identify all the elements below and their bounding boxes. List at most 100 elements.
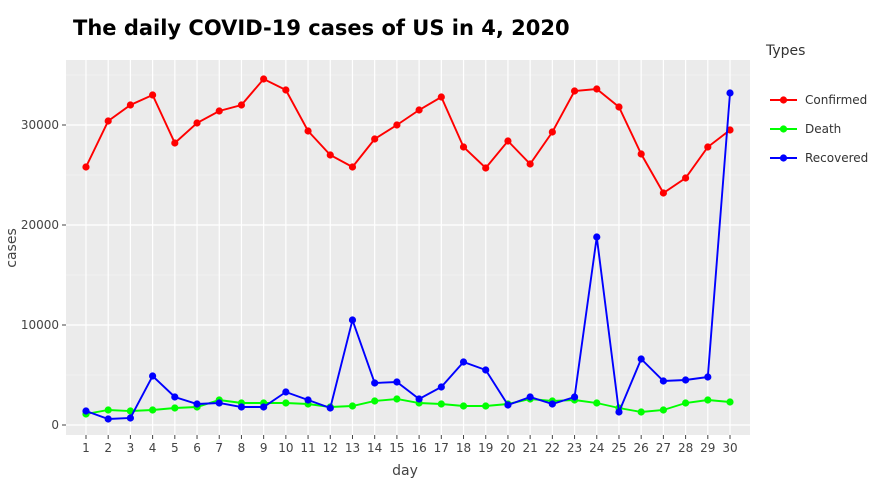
x-tick-label: 14 [367, 441, 382, 455]
data-point[interactable] [704, 143, 712, 151]
data-point[interactable] [704, 373, 712, 381]
y-tick-label: 30000 [21, 118, 59, 132]
data-point[interactable] [193, 119, 201, 127]
data-point[interactable] [348, 402, 357, 410]
x-tick-label: 10 [278, 441, 293, 455]
data-point[interactable] [415, 106, 423, 114]
data-point[interactable] [593, 85, 601, 93]
x-tick-label: 19 [478, 441, 493, 455]
data-point[interactable] [593, 233, 601, 241]
data-point[interactable] [104, 406, 112, 414]
data-point[interactable] [637, 150, 645, 158]
legend-label: Recovered [805, 151, 868, 165]
data-point[interactable] [237, 101, 246, 109]
data-point[interactable] [504, 137, 512, 145]
data-point[interactable] [726, 89, 734, 97]
data-point[interactable] [681, 399, 690, 407]
x-tick-label: 5 [171, 441, 179, 455]
data-point[interactable] [704, 396, 712, 404]
data-point[interactable] [371, 135, 379, 143]
data-point[interactable] [570, 87, 579, 95]
data-point[interactable] [371, 379, 379, 387]
data-point[interactable] [171, 404, 179, 412]
data-point[interactable] [615, 408, 623, 416]
data-point[interactable] [615, 103, 623, 111]
data-point[interactable] [82, 407, 90, 415]
data-point[interactable] [482, 164, 490, 172]
data-point[interactable] [570, 393, 579, 401]
data-point[interactable] [126, 101, 135, 109]
data-point[interactable] [393, 378, 401, 386]
data-point[interactable] [659, 377, 667, 385]
data-point[interactable] [304, 396, 312, 404]
x-tick-label: 29 [700, 441, 715, 455]
legend[interactable]: Types Confirmed Death Recovered [765, 43, 868, 165]
data-point[interactable] [393, 121, 401, 129]
legend-marker [779, 154, 788, 162]
x-tick-label: 17 [434, 441, 449, 455]
data-point[interactable] [126, 414, 135, 422]
data-point[interactable] [82, 163, 90, 171]
data-point[interactable] [437, 400, 445, 408]
data-point[interactable] [282, 86, 290, 94]
data-point[interactable] [637, 355, 645, 363]
data-point[interactable] [282, 388, 290, 396]
data-point[interactable] [726, 398, 734, 406]
data-point[interactable] [504, 401, 512, 409]
data-point[interactable] [348, 163, 357, 171]
data-point[interactable] [171, 393, 179, 401]
data-point[interactable] [149, 372, 157, 380]
data-point[interactable] [482, 402, 490, 410]
data-point[interactable] [171, 139, 179, 147]
data-point[interactable] [104, 117, 112, 125]
data-point[interactable] [215, 399, 223, 407]
y-axis-ticks: 0 10000 20000 30000 [21, 118, 66, 432]
data-point[interactable] [237, 403, 246, 411]
x-tick-label: 12 [323, 441, 338, 455]
data-point[interactable] [326, 151, 334, 159]
data-point[interactable] [304, 127, 312, 135]
data-point[interactable] [348, 316, 357, 324]
series-recovered [82, 89, 734, 423]
data-point[interactable] [149, 91, 157, 99]
data-point[interactable] [326, 404, 334, 412]
x-tick-label: 9 [260, 441, 268, 455]
series-line [85, 92, 731, 420]
data-point[interactable] [371, 397, 379, 405]
data-point[interactable] [437, 93, 445, 101]
data-point[interactable] [681, 174, 690, 182]
x-tick-label: 8 [238, 441, 246, 455]
legend-item-death[interactable]: Death [770, 122, 841, 136]
data-point[interactable] [149, 406, 157, 414]
data-point[interactable] [681, 376, 690, 384]
x-tick-label: 6 [193, 441, 201, 455]
data-point[interactable] [459, 143, 468, 151]
data-point[interactable] [415, 395, 423, 403]
data-point[interactable] [104, 415, 112, 423]
data-point[interactable] [260, 75, 268, 83]
x-tick-label: 15 [389, 441, 404, 455]
data-point[interactable] [437, 383, 445, 391]
data-point[interactable] [659, 189, 667, 197]
data-point[interactable] [548, 400, 556, 408]
data-point[interactable] [459, 402, 468, 410]
legend-item-confirmed[interactable]: Confirmed [770, 93, 867, 107]
series-confirmed [82, 75, 734, 197]
data-point[interactable] [193, 400, 201, 408]
data-point[interactable] [526, 393, 534, 401]
data-point[interactable] [459, 358, 468, 366]
data-point[interactable] [548, 128, 556, 136]
data-point[interactable] [215, 107, 223, 115]
data-point[interactable] [260, 403, 268, 411]
series-line [85, 398, 731, 415]
data-point[interactable] [282, 399, 290, 407]
data-point[interactable] [593, 399, 601, 407]
data-point[interactable] [526, 160, 534, 168]
data-point[interactable] [659, 406, 667, 414]
legend-title: Types [765, 43, 805, 59]
legend-item-recovered[interactable]: Recovered [770, 151, 868, 165]
grid [66, 60, 750, 435]
data-point[interactable] [393, 395, 401, 403]
data-point[interactable] [637, 408, 645, 416]
data-point[interactable] [482, 366, 490, 374]
